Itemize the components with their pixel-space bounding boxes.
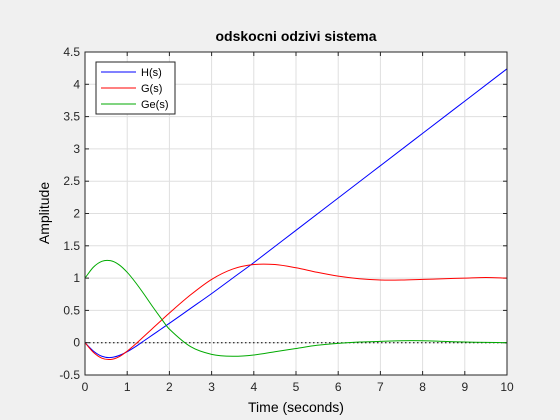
x-tick-label: 9 bbox=[461, 380, 468, 394]
chart-title: odskocni odzivi sistema bbox=[215, 28, 376, 44]
y-tick-label: 4 bbox=[73, 77, 80, 91]
legend-label: G(s) bbox=[141, 83, 162, 95]
x-tick-label: 1 bbox=[124, 380, 131, 394]
y-tick-label: 0 bbox=[73, 336, 80, 350]
y-tick-label: 2 bbox=[73, 207, 80, 221]
x-axis-label: Time (seconds) bbox=[248, 399, 344, 415]
series-line-gs bbox=[84, 263, 508, 361]
x-tick-label: 7 bbox=[377, 380, 384, 394]
legend-label: H(s) bbox=[141, 67, 162, 79]
y-tick-label: 2.5 bbox=[63, 174, 80, 188]
y-tick-label: 1 bbox=[73, 271, 80, 285]
y-tick-label: 1.5 bbox=[63, 239, 80, 253]
x-tick-label: 2 bbox=[166, 380, 173, 394]
grid bbox=[84, 51, 508, 376]
y-tick-label: 0.5 bbox=[63, 303, 80, 317]
x-tick-labels: 0 1 2 3 4 5 6 7 8 9 10 bbox=[82, 380, 514, 394]
x-tick-label: 10 bbox=[500, 380, 514, 394]
y-tick-label: 4.5 bbox=[63, 45, 80, 59]
y-tick-labels: -0.5 0 0.5 1 1.5 2 2.5 3 3.5 4 4.5 bbox=[59, 45, 80, 382]
x-tick-label: 8 bbox=[419, 380, 426, 394]
x-tick-label: 0 bbox=[82, 380, 89, 394]
legend: H(s) G(s) Ge(s) bbox=[95, 61, 176, 115]
plot-frame bbox=[84, 51, 508, 376]
series-line-ges bbox=[84, 259, 508, 357]
y-axis-label: Amplitude bbox=[36, 182, 52, 244]
x-tick-label: 3 bbox=[208, 380, 215, 394]
x-tick-label: 5 bbox=[293, 380, 300, 394]
y-tick-label: 3.5 bbox=[63, 110, 80, 124]
legend-label: Ge(s) bbox=[141, 99, 169, 111]
x-tick-label: 4 bbox=[250, 380, 257, 394]
series-lines bbox=[84, 68, 508, 361]
series-line-hs bbox=[84, 68, 508, 359]
y-tick-label: -0.5 bbox=[59, 368, 80, 382]
y-tick-label: 3 bbox=[73, 142, 80, 156]
x-tick-label: 6 bbox=[335, 380, 342, 394]
